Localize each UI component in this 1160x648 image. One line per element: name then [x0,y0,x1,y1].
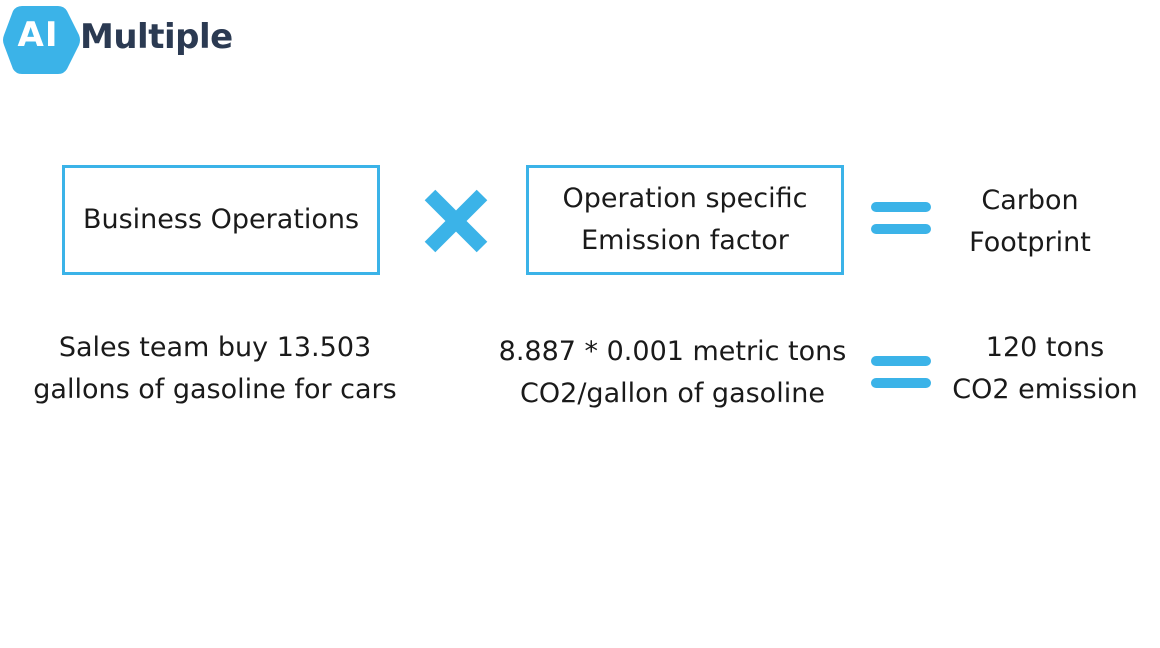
example-factor-line-2: CO2/gallon of gasoline [520,378,825,409]
example-result-line-1: 120 tons [985,332,1105,363]
logo-badge-text: AI [17,15,59,55]
emission-factor-label-line-2: Emission factor [581,225,789,256]
example-business-operation: Sales team buy 13.503 gallons of gasolin… [10,327,420,411]
example-operation-line-1: Sales team buy 13.503 [58,332,372,363]
business-operations-box: Business Operations [62,165,380,275]
emission-factor-box: Operation specific Emission factor [526,165,844,275]
equals-icon [871,202,931,234]
example-result-line-2: CO2 emission [952,374,1138,405]
example-factor-line-1: 8.887 * 0.001 metric tons [498,336,847,367]
example-emission-factor: 8.887 * 0.001 metric tons CO2/gallon of … [480,331,865,415]
carbon-footprint-line-1: Carbon [981,185,1079,216]
carbon-footprint-result: Carbon Footprint [940,180,1120,264]
equals-icon [871,356,931,388]
carbon-footprint-line-2: Footprint [969,227,1091,258]
example-result: 120 tons CO2 emission [935,327,1155,411]
times-icon [424,189,488,253]
business-operations-label: Business Operations [82,204,360,235]
aimultiple-logo: AI Multiple [2,2,242,80]
logo-wordmark: Multiple [80,17,233,57]
emission-factor-label-line-1: Operation specific [562,183,808,214]
example-operation-line-2: gallons of gasoline for cars [33,374,397,405]
logo-hexagon-badge [3,6,80,74]
